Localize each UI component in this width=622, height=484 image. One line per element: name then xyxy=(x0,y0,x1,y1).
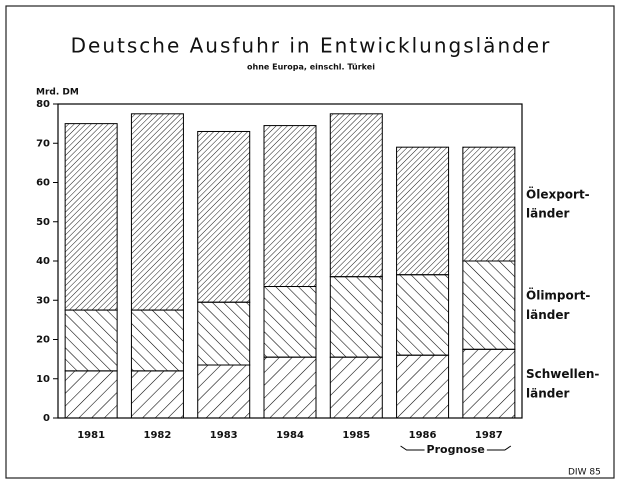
y-tick-label: 50 xyxy=(36,217,50,228)
x-tick-label: 1983 xyxy=(210,430,238,441)
x-tick-label: 1982 xyxy=(144,430,172,441)
y-axis-label: Mrd. DM xyxy=(36,88,79,98)
x-tick-label: 1981 xyxy=(77,430,105,441)
bar-segment xyxy=(462,146,516,262)
bar-segment xyxy=(263,125,317,288)
y-tick-label: 10 xyxy=(36,374,50,385)
bar-segment xyxy=(329,276,383,358)
bar-segment xyxy=(396,146,450,276)
bar-segment xyxy=(263,356,317,419)
legend-label: Schwellen-länder xyxy=(526,367,599,400)
chart-title: Deutsche Ausfuhr in Entwicklungsländer xyxy=(71,34,552,58)
bar-segment xyxy=(329,356,383,419)
y-tick-label: 30 xyxy=(36,295,50,306)
x-tick-label: 1986 xyxy=(409,430,437,441)
bar-segment xyxy=(197,301,251,366)
bar-segment xyxy=(396,274,450,356)
bar-segment xyxy=(462,348,516,419)
annotation: Prognose xyxy=(427,443,485,456)
annotation-bg xyxy=(424,443,487,456)
bar-segment xyxy=(263,286,317,358)
bar-segment xyxy=(197,364,251,419)
y-tick-label: 70 xyxy=(36,138,50,149)
legend-label: Ölimport-länder xyxy=(526,287,590,321)
bar-segment xyxy=(130,370,184,419)
bar-segment xyxy=(64,309,118,372)
y-tick-label: 60 xyxy=(36,178,50,189)
bar-segment xyxy=(462,260,516,350)
y-tick-label: 80 xyxy=(36,99,50,110)
frame xyxy=(5,5,615,479)
bar-segment xyxy=(396,354,450,419)
x-tick-label: 1984 xyxy=(276,430,304,441)
source: DIW 85 xyxy=(568,468,601,478)
bar-segment xyxy=(64,370,118,419)
y-tick-label: 40 xyxy=(36,256,50,267)
x-tick-label: 1985 xyxy=(342,430,370,441)
y-tick-label: 0 xyxy=(43,413,50,424)
bar-segment xyxy=(197,130,251,303)
bar-segment xyxy=(130,309,184,372)
bar-segment xyxy=(64,123,118,311)
bar-segment xyxy=(329,113,383,278)
legend-label: Ölexport-länder xyxy=(526,186,590,220)
chart-subtitle: ohne Europa, einschl. Türkei xyxy=(247,63,375,72)
x-tick-label: 1987 xyxy=(475,430,503,441)
y-tick-label: 20 xyxy=(36,335,50,346)
bar-segment xyxy=(130,113,184,311)
